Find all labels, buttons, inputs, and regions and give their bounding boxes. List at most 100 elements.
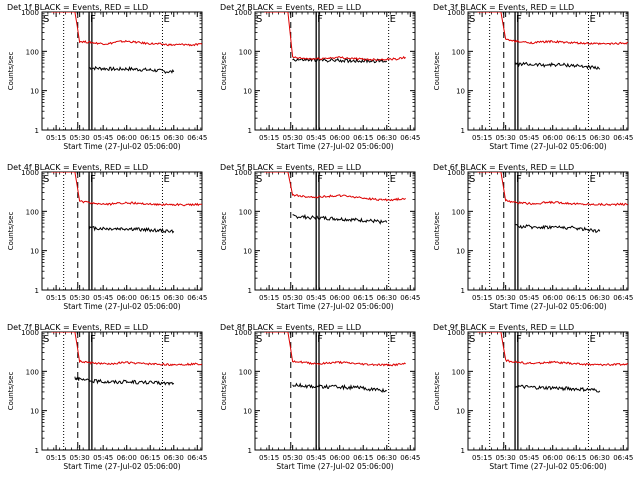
x-tick-label: 05:45	[519, 294, 539, 302]
x-tick-label: 06:45	[613, 134, 633, 142]
x-tick-label: 06:30	[590, 134, 610, 142]
y-tick-label: 1	[248, 447, 252, 455]
x-tick-label: 06:15	[566, 134, 586, 142]
y-tick-label: 100	[26, 208, 39, 216]
marker-label-e: E	[589, 334, 595, 345]
marker-label-f: F	[317, 174, 323, 185]
x-tick-label: 06:00	[543, 134, 563, 142]
y-tick-label: 100	[452, 208, 465, 216]
y-axis-label: Counts/sec	[220, 372, 228, 411]
y-tick-label: 100	[26, 368, 39, 376]
x-tick-label: 06:30	[590, 294, 610, 302]
y-tick-label: 1000	[447, 329, 465, 337]
y-tick-label: 1	[248, 127, 252, 135]
plot-frame	[467, 331, 629, 451]
plot-frame	[467, 171, 629, 291]
x-tick-label: 06:45	[400, 454, 420, 462]
events-series-line	[292, 57, 388, 64]
x-tick-label: 06:00	[117, 454, 137, 462]
y-axis-label: Counts/sec	[220, 52, 228, 91]
x-tick-label: 06:00	[117, 294, 137, 302]
x-tick-label: 06:00	[330, 454, 350, 462]
x-tick-label: 05:15	[259, 294, 279, 302]
chart-title: Det 8f BLACK = Events, RED = LLD	[220, 323, 361, 332]
x-tick-label: 06:30	[377, 294, 397, 302]
y-tick-label: 1	[248, 287, 252, 295]
marker-label-f: F	[516, 14, 522, 25]
x-tick-label: 05:45	[306, 294, 326, 302]
marker-label-f: F	[90, 334, 96, 345]
x-axis-label: Start Time (27-Jul-02 05:06:00)	[276, 302, 393, 311]
marker-label-s: S	[256, 334, 262, 345]
plot-frame	[41, 11, 203, 131]
chart-title: Det 9f BLACK = Events, RED = LLD	[433, 323, 574, 332]
x-axis-label: Start Time (27-Jul-02 05:06:00)	[63, 142, 180, 151]
y-axis-label: Counts/sec	[7, 372, 15, 411]
marker-label-e: E	[589, 174, 595, 185]
x-tick-label: 06:00	[330, 294, 350, 302]
events-series-line	[88, 225, 175, 234]
y-tick-label: 1000	[21, 9, 39, 17]
marker-label-s: S	[256, 14, 262, 25]
chart-title: Det 2f BLACK = Events, RED = LLD	[220, 3, 361, 12]
x-tick-label: 05:15	[259, 134, 279, 142]
y-tick-label: 10	[243, 88, 252, 96]
chart-title: Det 3f BLACK = Events, RED = LLD	[433, 3, 574, 12]
x-tick-label: 06:45	[613, 294, 633, 302]
x-tick-label: 06:45	[187, 294, 207, 302]
x-tick-label: 05:15	[472, 294, 492, 302]
marker-label-s: S	[256, 174, 262, 185]
y-tick-label: 100	[26, 48, 39, 56]
y-axis-label: Counts/sec	[433, 212, 441, 251]
x-tick-label: 05:30	[70, 134, 90, 142]
chart-panel-3: Det 3f BLACK = Events, RED = LLD 1 10 100 10…	[433, 3, 633, 151]
y-axis-label: Counts/sec	[433, 372, 441, 411]
x-tick-label: 05:15	[46, 134, 66, 142]
lld-series-line	[477, 12, 628, 46]
x-tick-label: 05:15	[259, 454, 279, 462]
plot-frame	[254, 331, 416, 451]
chart-panel-1: Det 1f BLACK = Events, RED = LLD 1 10 100 10…	[7, 3, 207, 151]
y-tick-label: 10	[30, 248, 39, 256]
plot-frame	[254, 171, 416, 291]
plot-frame	[41, 171, 203, 291]
chart-panel-5: Det 5f BLACK = Events, RED = LLD 1 10 100 10…	[220, 163, 420, 311]
y-tick-label: 100	[239, 208, 252, 216]
x-tick-label: 05:45	[93, 294, 113, 302]
y-tick-label: 1000	[234, 329, 252, 337]
x-tick-label: 06:45	[400, 134, 420, 142]
y-tick-label: 1000	[21, 329, 39, 337]
plot-frame	[254, 11, 416, 131]
marker-label-e: E	[589, 14, 595, 25]
x-tick-label: 05:30	[283, 134, 303, 142]
chart-title: Det 6f BLACK = Events, RED = LLD	[433, 163, 574, 172]
events-series-line	[514, 384, 601, 393]
y-tick-label: 100	[239, 368, 252, 376]
events-series-line	[292, 213, 388, 225]
y-tick-label: 100	[452, 368, 465, 376]
chart-title: Det 5f BLACK = Events, RED = LLD	[220, 163, 361, 172]
x-tick-label: 05:30	[70, 294, 90, 302]
plot-frame	[467, 11, 629, 131]
x-tick-label: 06:00	[117, 134, 137, 142]
x-tick-label: 06:30	[164, 454, 184, 462]
y-axis-label: Counts/sec	[220, 212, 228, 251]
y-tick-label: 10	[243, 408, 252, 416]
marker-label-e: E	[390, 334, 396, 345]
x-tick-label: 06:15	[353, 454, 373, 462]
x-tick-label: 05:30	[496, 134, 516, 142]
y-tick-label: 1	[35, 127, 39, 135]
x-tick-label: 06:30	[377, 454, 397, 462]
y-tick-label: 1000	[234, 169, 252, 177]
marker-label-f: F	[516, 174, 522, 185]
marker-label-e: E	[390, 14, 396, 25]
x-axis-label: Start Time (27-Jul-02 05:06:00)	[276, 462, 393, 471]
x-tick-label: 05:30	[496, 454, 516, 462]
x-tick-label: 05:45	[93, 134, 113, 142]
x-axis-label: Start Time (27-Jul-02 05:06:00)	[489, 142, 606, 151]
lld-series-line	[51, 332, 202, 367]
marker-label-e: E	[390, 174, 396, 185]
y-tick-label: 10	[456, 248, 465, 256]
x-tick-label: 06:00	[543, 294, 563, 302]
events-series-line	[88, 65, 175, 75]
